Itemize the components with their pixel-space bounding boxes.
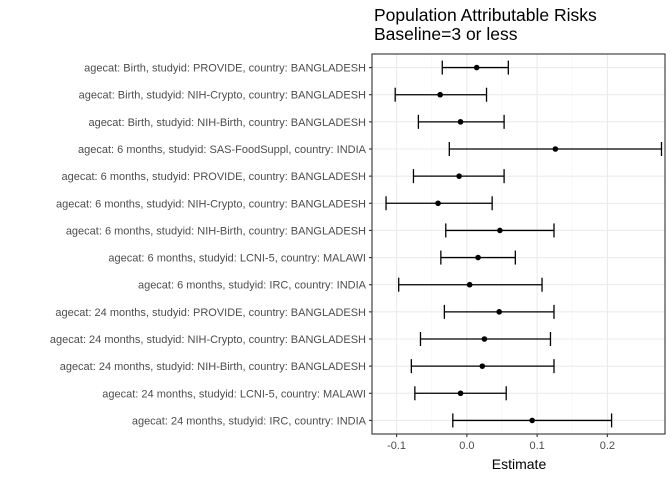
ci-row [443, 304, 555, 319]
estimate-point [475, 254, 481, 261]
estimate-point [437, 91, 443, 98]
y-tick-label: agecat: Birth, studyid: NIH-Birth, count… [88, 117, 366, 129]
ci-row [419, 332, 552, 346]
estimate-point [529, 417, 536, 424]
y-tick-label: agecat: 24 months, studyid: PROVIDE, cou… [55, 307, 366, 319]
estimate-point [497, 227, 503, 234]
ci-row [445, 223, 555, 238]
ci-row [452, 413, 613, 428]
estimate-point [496, 309, 502, 315]
y-tick-label: agecat: 6 months, studyid: IRC, country:… [138, 280, 367, 292]
y-tick-label: agecat: Birth, studyid: PROVIDE, country… [84, 63, 366, 75]
chart-title: Population Attributable Risks [374, 5, 597, 25]
y-tick-label: agecat: 6 months, studyid: SAS-FoodSuppl… [78, 144, 367, 156]
ci-row [398, 277, 543, 292]
ci-row [385, 196, 493, 211]
plot-panel [372, 54, 665, 434]
x-tick-label: 0.1 [529, 440, 544, 452]
ci-row [440, 250, 516, 265]
x-tick-label: 0.0 [459, 440, 474, 452]
y-axis: agecat: Birth, studyid: PROVIDE, country… [50, 63, 372, 427]
estimate-point [457, 119, 464, 125]
y-tick-label: agecat: 6 months, studyid: PROVIDE, coun… [62, 171, 367, 183]
y-tick-label: agecat: 24 months, studyid: LCNI-5, coun… [102, 388, 366, 400]
y-tick-label: agecat: 6 months, studyid: NIH-Crypto, c… [56, 198, 366, 210]
chart-subtitle: Baseline=3 or less [374, 24, 518, 44]
estimate-point [435, 200, 441, 207]
estimate-point [456, 173, 462, 179]
y-tick-label: agecat: 24 months, studyid: NIH-Birth, c… [60, 361, 366, 373]
estimate-point [552, 146, 559, 152]
y-tick-label: agecat: 24 months, studyid: IRC, country… [132, 415, 367, 427]
ci-row [414, 386, 507, 401]
x-tick-label: -0.1 [387, 440, 406, 452]
x-tick-label: 0.2 [600, 440, 615, 452]
ci-row [417, 114, 505, 129]
ci-row [448, 142, 663, 156]
y-tick-label: agecat: Birth, studyid: NIH-Crypto, coun… [79, 90, 366, 102]
estimate-point [466, 281, 473, 288]
estimate-point [479, 363, 486, 369]
ci-row [394, 87, 488, 102]
estimate-point [473, 64, 480, 71]
y-tick-label: agecat: 24 months, studyid: NIH-Crypto, … [50, 334, 366, 346]
ci-row [441, 60, 509, 75]
estimate-point [481, 336, 488, 342]
ci-row [410, 359, 555, 374]
estimate-point [457, 390, 464, 397]
ci-row [412, 169, 505, 184]
x-axis: -0.1 0.0 0.1 0.2 [387, 434, 615, 452]
y-tick-label: agecat: 6 months, studyid: LCNI-5, count… [108, 253, 366, 265]
panel-background [372, 54, 665, 434]
interval-marks [385, 60, 663, 428]
panel-border [371, 53, 666, 435]
x-axis-label: Estimate [492, 456, 547, 472]
y-tick-label: agecat: 6 months, studyid: NIH-Birth, co… [66, 225, 366, 237]
